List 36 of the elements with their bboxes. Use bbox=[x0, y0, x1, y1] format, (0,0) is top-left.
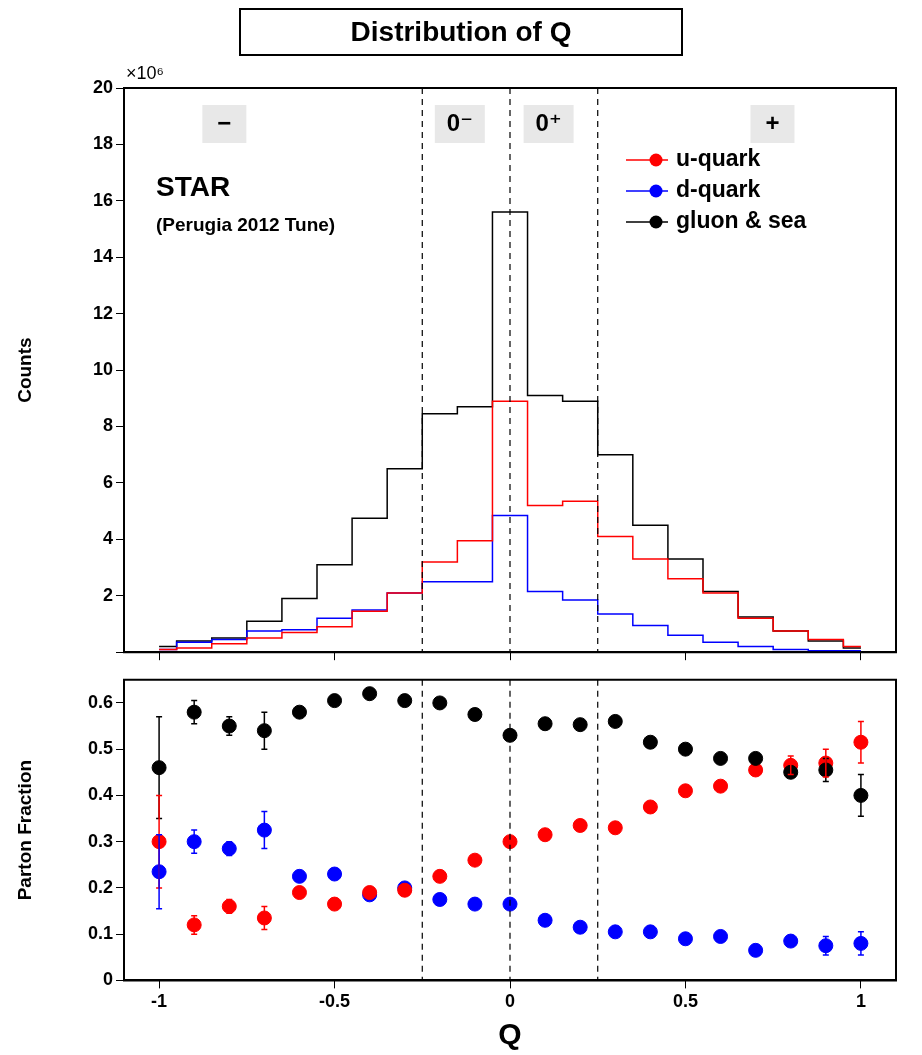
annotation: + bbox=[765, 108, 780, 136]
y-tick-label: 0.2 bbox=[87, 876, 113, 897]
annotation: 0⁺ bbox=[535, 108, 562, 136]
x-tick-label: 1 bbox=[855, 991, 866, 1012]
y-tick-label: 20 bbox=[92, 76, 113, 97]
y-tick-label: 16 bbox=[92, 189, 113, 210]
annotation: − bbox=[217, 108, 232, 136]
chart-title: Distribution of Q bbox=[239, 8, 683, 56]
legend-label: u-quark bbox=[676, 145, 761, 172]
y-tick-label: 0.5 bbox=[87, 738, 113, 759]
y-tick-label: 12 bbox=[92, 302, 113, 323]
y-axis-title: Parton Fraction bbox=[13, 759, 35, 901]
y-tick-label: 0 bbox=[102, 969, 113, 990]
y-tick-label: 18 bbox=[92, 133, 113, 154]
x-axis-title: Q bbox=[498, 1017, 522, 1051]
y-tick-label: 0.1 bbox=[87, 923, 113, 944]
x-tick-label: 0 bbox=[504, 991, 516, 1012]
x-tick-label: -0.5 bbox=[319, 991, 351, 1012]
annotation: (Perugia 2012 Tune) bbox=[156, 214, 336, 236]
y-tick-label: 8 bbox=[102, 415, 113, 436]
legend-label: gluon & sea bbox=[676, 207, 807, 234]
y-tick-label: 6 bbox=[102, 471, 113, 492]
annotation: 0⁻ bbox=[446, 108, 473, 136]
y-tick-label: 10 bbox=[92, 359, 113, 380]
x-tick-label: -1 bbox=[151, 991, 168, 1012]
legend-label: d-quark bbox=[676, 176, 761, 203]
y-tick-label: 4 bbox=[102, 528, 113, 549]
y-tick-label: 0.3 bbox=[87, 830, 113, 851]
annotation: STAR bbox=[156, 170, 231, 202]
y-tick-label: 2 bbox=[102, 584, 113, 605]
x-tick-label: 0.5 bbox=[672, 991, 698, 1012]
text: ×10⁶ bbox=[126, 62, 164, 83]
y-tick-label: 14 bbox=[92, 246, 113, 267]
y-tick-label: 0.6 bbox=[87, 691, 113, 712]
y-axis-title: Counts bbox=[13, 337, 35, 403]
y-tick-label: 0.4 bbox=[87, 784, 113, 805]
